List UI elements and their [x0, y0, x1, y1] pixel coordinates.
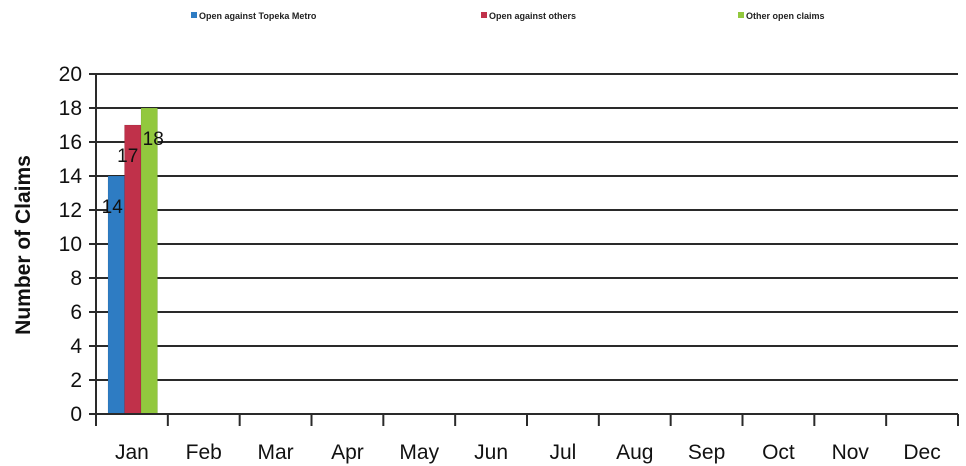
legend-swatch [738, 12, 744, 18]
legend-swatch [191, 12, 197, 18]
x-tick-label: Apr [331, 441, 364, 464]
x-tick-label: Jun [474, 441, 508, 464]
x-tick-label: Sep [688, 441, 725, 464]
x-tick-label: Oct [762, 441, 795, 464]
y-axis-label: Number of Claims [12, 155, 35, 335]
legend-swatch [481, 12, 487, 18]
x-tick-label: Dec [903, 441, 940, 464]
x-tick-label: Nov [832, 441, 870, 464]
gridlines [96, 73, 958, 415]
bar [124, 124, 142, 415]
x-tick-label: Aug [616, 441, 653, 464]
data-label: 18 [143, 129, 164, 150]
y-tick-label: 14 [59, 165, 83, 188]
x-tick-label: Jan [115, 441, 149, 464]
data-label: 14 [102, 197, 124, 218]
y-tick-label: 12 [59, 199, 82, 222]
y-axis-ticks: 0 2 4 6 8 10 12 14 16 18 20 [59, 63, 96, 426]
x-tick-label: Jul [549, 441, 576, 464]
y-tick-label: 20 [59, 63, 82, 86]
y-tick-label: 2 [70, 369, 82, 392]
legend-entry: Other open claims [746, 11, 825, 21]
y-tick-label: 8 [70, 267, 82, 290]
y-tick-label: 0 [70, 403, 82, 426]
y-tick-label: 4 [70, 335, 82, 358]
x-axis-ticks: Jan Feb Mar Apr May Jun Jul Aug Sep Oct Nov Dec [95, 414, 959, 464]
x-tick-label: Mar [257, 441, 293, 464]
x-tick-label: Feb [186, 441, 222, 464]
bar [140, 107, 158, 415]
x-tick-label: May [399, 441, 439, 464]
legend-entry: Open against others [489, 11, 576, 21]
legend-entry: Open against Topeka Metro [199, 11, 317, 21]
y-tick-label: 10 [59, 233, 82, 256]
data-label: 17 [117, 146, 138, 167]
y-tick-label: 18 [59, 97, 82, 120]
y-tick-label: 6 [70, 301, 82, 324]
y-tick-label: 16 [59, 131, 82, 154]
chart-legend: Open against Topeka Metro Open against ot… [191, 11, 825, 21]
